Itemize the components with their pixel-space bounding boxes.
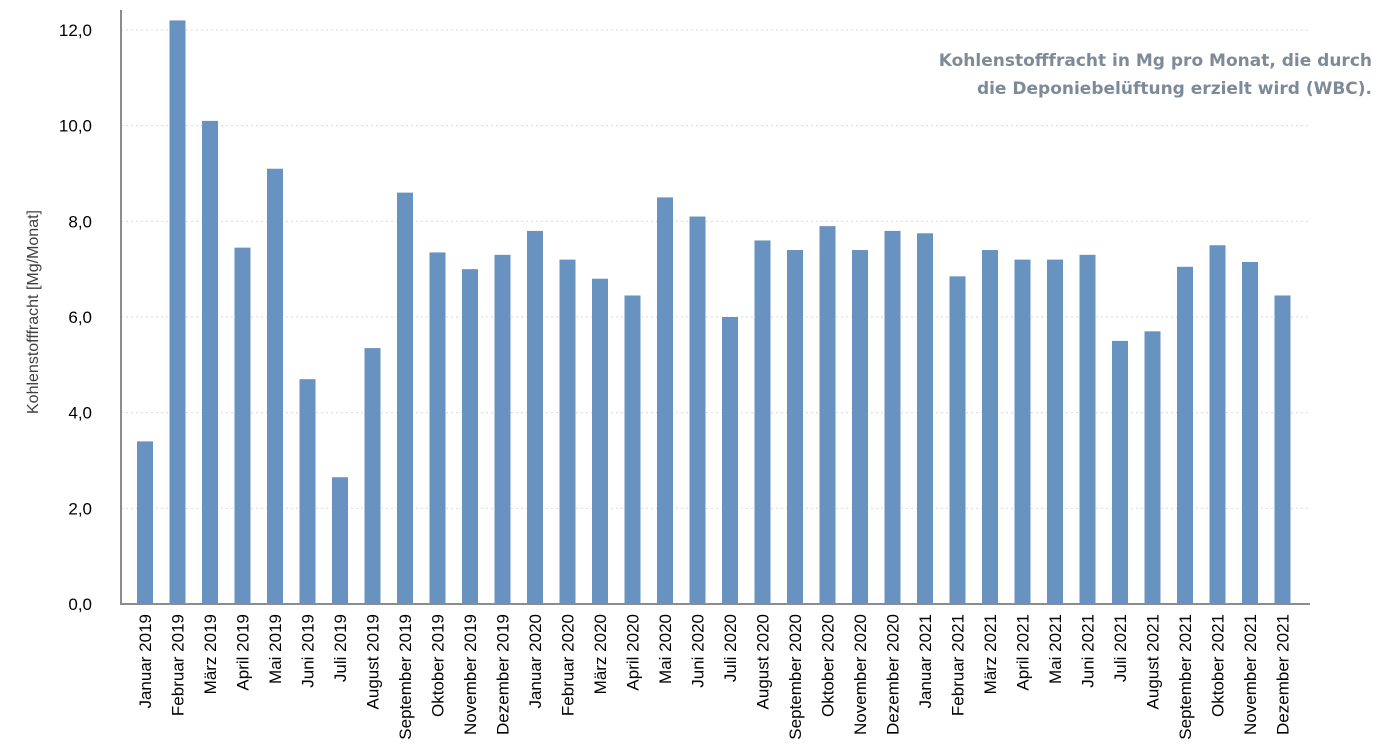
- x-tick-label: September 2020: [786, 614, 805, 740]
- x-tick-labels: Januar 2019 Februar 2019 März 2019 April 20…: [136, 614, 1293, 740]
- bars: [137, 20, 1291, 605]
- y-tick-label: 10,0: [59, 117, 92, 136]
- x-tick-label: September 2021: [1176, 614, 1195, 740]
- x-tick-label: Oktober 2021: [1209, 614, 1228, 717]
- bar: [332, 477, 348, 604]
- bar: [1242, 261, 1258, 604]
- bar: [299, 379, 316, 604]
- y-tick-label: 6,0: [68, 308, 92, 327]
- bar: [852, 250, 868, 605]
- x-tick-label: Juni 2019: [299, 614, 318, 688]
- x-tick-label: Oktober 2020: [819, 614, 838, 717]
- x-tick-label: Juli 2019: [331, 614, 350, 682]
- x-tick-label: Januar 2021: [916, 614, 935, 709]
- bar: [1047, 259, 1063, 604]
- x-tick-label: November 2020: [851, 614, 870, 735]
- y-tick-label: 8,0: [68, 212, 92, 231]
- x-tick-label: September 2019: [396, 614, 415, 740]
- bar: [397, 192, 413, 604]
- y-axis-label: Kohlenstofffracht [Mg/Monat]: [25, 210, 42, 414]
- bar: [949, 276, 966, 604]
- x-tick-label: August 2021: [1144, 614, 1163, 709]
- bar: [364, 348, 381, 604]
- x-tick-label: Mai 2021: [1046, 614, 1065, 684]
- bar: [787, 250, 803, 605]
- x-tick-label: April 2021: [1014, 614, 1033, 691]
- x-tick-label: Oktober 2019: [429, 614, 448, 717]
- x-tick-label: Februar 2019: [169, 614, 188, 716]
- x-tick-label: Juli 2021: [1111, 614, 1130, 682]
- x-tick-label: Januar 2020: [526, 614, 545, 709]
- x-tick-label: März 2021: [981, 614, 1000, 694]
- x-tick-label: November 2021: [1241, 614, 1260, 735]
- x-tick-label: Juni 2020: [689, 614, 708, 688]
- bar: [429, 252, 446, 605]
- x-tick-label: Februar 2020: [559, 614, 578, 716]
- y-tick-label: 2,0: [68, 499, 92, 518]
- chart-title-line-1: Kohlenstofffracht in Mg pro Monat, die d…: [939, 51, 1372, 71]
- y-tick-label: 12,0: [59, 21, 92, 40]
- grid-lines: [121, 29, 1310, 509]
- x-tick-label: August 2020: [754, 614, 773, 709]
- bar: [1274, 295, 1291, 604]
- bar: [169, 20, 186, 604]
- bar: [494, 254, 511, 605]
- bar: [917, 233, 933, 604]
- x-tick-label: Mai 2019: [266, 614, 285, 684]
- bar: [559, 259, 576, 604]
- bar: [527, 230, 543, 604]
- x-tick-label: Februar 2021: [949, 614, 968, 716]
- x-tick-label: Juni 2021: [1079, 614, 1098, 688]
- x-tick-label: April 2020: [624, 614, 643, 691]
- bar: [884, 230, 901, 604]
- bar: [1079, 254, 1096, 605]
- bar: [689, 216, 706, 605]
- bar: [234, 247, 251, 604]
- y-tick-label: 4,0: [68, 404, 92, 423]
- chart-title-line-2: die Deponiebelüftung erzielt wird (WBC).: [977, 79, 1372, 99]
- x-tick-label: März 2019: [201, 614, 220, 694]
- x-tick-label: Dezember 2019: [494, 614, 513, 735]
- bar: [462, 269, 478, 604]
- x-tick-label: April 2019: [234, 614, 253, 691]
- x-tick-label: August 2019: [364, 614, 383, 709]
- bar: [754, 240, 771, 604]
- bar: [722, 317, 738, 604]
- bar: [202, 120, 218, 604]
- x-tick-label: Mai 2020: [656, 614, 675, 684]
- bar: [592, 278, 608, 604]
- x-tick-label: Januar 2019: [136, 614, 155, 709]
- x-tick-label: Dezember 2020: [884, 614, 903, 735]
- y-tick-labels: 0,0 2,0 4,0 6,0 8,0 10,0 12,0: [59, 21, 92, 614]
- x-tick-label: März 2020: [591, 614, 610, 694]
- y-tick-label: 0,0: [68, 595, 92, 614]
- x-tick-label: Dezember 2021: [1274, 614, 1293, 735]
- x-tick-label: November 2019: [461, 614, 480, 735]
- bar: [819, 226, 836, 604]
- bar: [982, 250, 998, 605]
- bar: [657, 197, 673, 604]
- bar: [624, 295, 641, 604]
- x-tick-label: Juli 2020: [721, 614, 740, 682]
- bar: [1112, 340, 1128, 604]
- bar: [1144, 331, 1161, 604]
- bar: [137, 441, 153, 604]
- bar: [1209, 245, 1226, 604]
- bar: [1177, 266, 1193, 604]
- bar: [1014, 259, 1031, 604]
- bar: [267, 168, 283, 604]
